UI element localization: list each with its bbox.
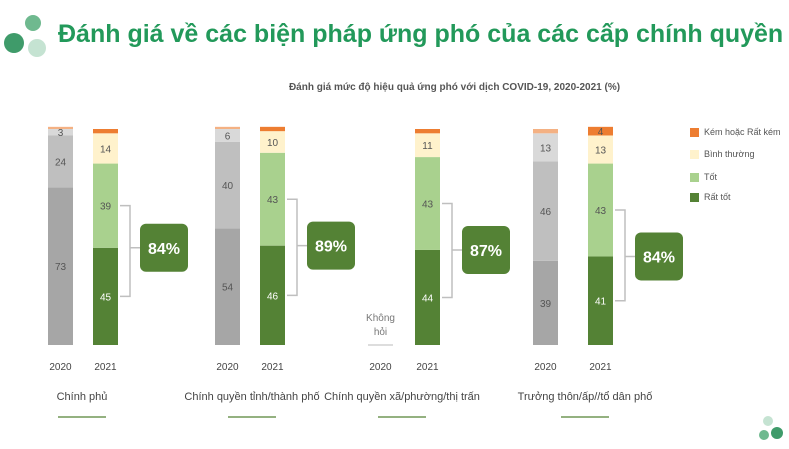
legend-swatch <box>690 149 699 159</box>
group-label: Chính quyền xã/phường/thị trấn <box>324 391 480 403</box>
bar-segment <box>48 135 73 188</box>
total-badge-label: 89% <box>315 239 347 256</box>
data-label: 43 <box>422 200 434 211</box>
bar-segment <box>215 126 240 129</box>
bar-segment <box>215 141 240 229</box>
bar-segment <box>415 249 440 345</box>
year-label: 2020 <box>216 362 239 373</box>
data-label: 4 <box>598 127 604 138</box>
page-title: Đánh giá về các biện pháp ứng phó của cá… <box>58 20 784 48</box>
group-label: Chính quyền tỉnh/thành phố <box>184 391 319 403</box>
legend-label: Rất tốt <box>704 192 731 202</box>
total-badge <box>140 223 188 272</box>
group-label: Chính phủ <box>57 391 108 403</box>
total-badge-label: 84% <box>643 249 675 266</box>
total-badge-label: 87% <box>470 243 502 260</box>
bracket-line <box>120 204 140 298</box>
data-label: 39 <box>100 202 112 213</box>
data-label: 73 <box>55 262 67 273</box>
data-label: 24 <box>55 157 67 168</box>
bar-segment <box>260 131 285 153</box>
legend-item: Kém hoặc Rất kém <box>690 127 781 137</box>
bracket-line <box>615 209 635 302</box>
data-label: 14 <box>100 144 112 155</box>
total-badge-label: 84% <box>148 241 180 258</box>
bar-segment <box>533 260 558 345</box>
year-label: 2021 <box>94 362 117 373</box>
bar-segment <box>588 256 613 345</box>
data-label: 40 <box>222 181 234 192</box>
legend-item: Tốt <box>690 172 717 182</box>
data-label: 13 <box>540 143 552 154</box>
legend-label: Kém hoặc Rất kém <box>704 127 781 137</box>
bar-segment <box>260 245 285 345</box>
legend-item: Rất tốt <box>690 192 731 202</box>
bar-segment <box>588 163 613 257</box>
bar-segment <box>415 133 440 158</box>
bar-segment <box>48 126 73 129</box>
bar-segment <box>215 228 240 345</box>
bar-segment <box>260 126 285 132</box>
bar-segment <box>93 247 118 345</box>
data-label: 46 <box>540 207 552 218</box>
data-label: 39 <box>540 299 552 310</box>
total-badge <box>462 225 510 274</box>
data-label: 10 <box>267 138 279 149</box>
legend-swatch <box>690 127 699 137</box>
bracket-line <box>442 202 462 299</box>
data-label: 45 <box>100 292 112 303</box>
data-label: 43 <box>595 206 607 217</box>
legend-item: Bình thường <box>690 149 754 159</box>
bar-segment <box>93 163 118 248</box>
legend-label: Tốt <box>704 172 718 182</box>
bar-segment <box>588 135 613 164</box>
virus-icon-cluster <box>4 15 46 57</box>
year-label: 2021 <box>589 362 612 373</box>
data-label: 43 <box>267 195 279 206</box>
year-label: 2020 <box>369 362 392 373</box>
year-label: 2021 <box>416 362 439 373</box>
data-label: 54 <box>222 283 234 294</box>
bar-segment <box>48 129 73 136</box>
bar-segment <box>260 152 285 246</box>
year-label: 2020 <box>49 362 72 373</box>
bar-segment <box>215 129 240 142</box>
bar-segment <box>533 133 558 162</box>
legend-swatch <box>690 172 699 182</box>
group-label: Trưởng thôn/ấp//tổ dân phố <box>518 391 653 403</box>
bar-segment <box>415 129 440 134</box>
bracket-line <box>287 198 307 297</box>
bar-segment <box>533 161 558 261</box>
legend-label: Bình thường <box>704 149 755 159</box>
bar-segment <box>588 126 613 136</box>
bar-segment <box>93 133 118 164</box>
data-label: 46 <box>267 291 279 302</box>
total-badge <box>635 232 683 281</box>
bar-segment <box>93 129 118 134</box>
chart-title: Đánh giá mức độ hiệu quả ứng phó với dịc… <box>288 82 621 93</box>
data-label: 44 <box>422 293 434 304</box>
data-label: 3 <box>58 128 64 139</box>
bar-segment <box>48 187 73 345</box>
not-asked-label: Không hỏi <box>366 313 395 338</box>
bar-segment <box>415 157 440 250</box>
bar-segment <box>533 129 558 134</box>
data-label: 6 <box>225 131 231 142</box>
data-label: 13 <box>595 146 607 157</box>
virus-icon-small <box>759 416 783 440</box>
year-label: 2021 <box>261 362 284 373</box>
data-label: 11 <box>422 141 433 152</box>
year-label: 2020 <box>534 362 557 373</box>
total-badge <box>307 221 355 270</box>
data-label: 41 <box>595 297 607 308</box>
legend-swatch <box>690 192 699 202</box>
